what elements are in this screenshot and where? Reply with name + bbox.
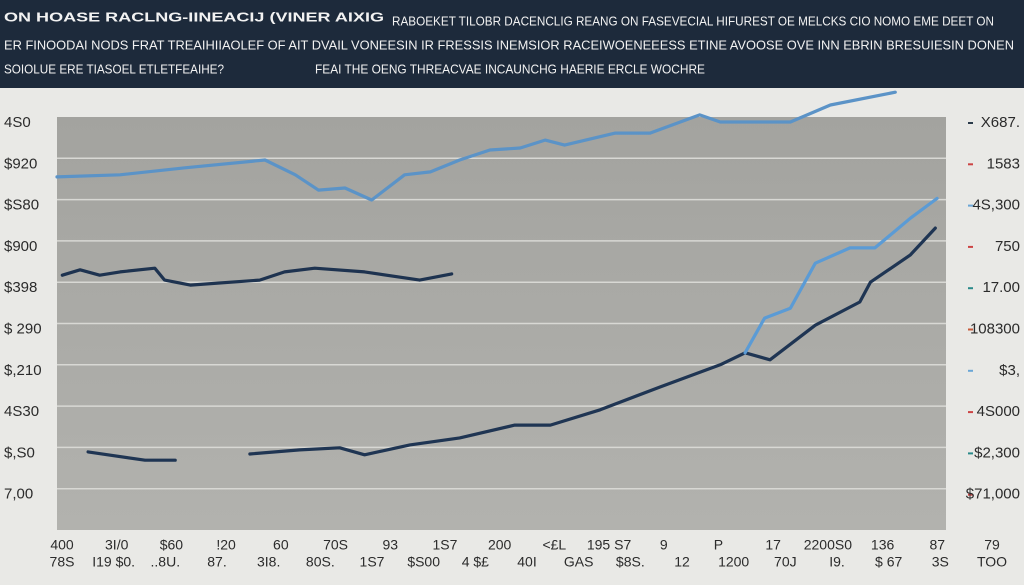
y2-tick-label: 108300 <box>970 320 1020 337</box>
series-line <box>86 226 937 462</box>
x-tick-label: 2200S0 <box>804 537 852 553</box>
y2-tick-label: $3, <box>999 362 1020 379</box>
y-tick-label: $398 <box>4 279 37 296</box>
header-text: SOIOLUE ERE TIASOEL ETLETFEAIHE? <box>4 61 224 76</box>
x-tick-label: 60 <box>273 537 289 553</box>
header-text: FEAI THE OENG THREACVAE INCAUNCHG HAERIE… <box>315 61 705 76</box>
chart-title: ON HOASE RACLNG-IINEACIJ (VINER AIXIG <box>4 9 384 24</box>
series-line <box>55 90 897 202</box>
x-tick-label: $S00 <box>407 554 440 570</box>
x-tick-label: 3I8. <box>257 554 280 570</box>
y2-tick-label: 4S000 <box>977 403 1020 420</box>
y-tick-label: $,210 <box>4 362 42 379</box>
x-tick-label: 4 $£ <box>462 554 489 570</box>
y2-tick-label: X687. <box>981 114 1020 131</box>
x-tick-label: !20 <box>216 537 236 553</box>
x-tick-label: 79 <box>984 537 1000 553</box>
y-tick-label: $,S0 <box>4 444 35 461</box>
x-tick-label: 136 <box>871 537 895 553</box>
series-line <box>60 266 454 287</box>
x-tick-label: GAS <box>564 554 594 570</box>
y-tick-label: $900 <box>4 238 37 255</box>
header-text: RABOEKET TILOBR DACENCLIG REANG ON FASEV… <box>392 13 994 28</box>
x-tick-label: 70J <box>774 554 797 570</box>
x-tick-label: $ 67 <box>875 554 902 570</box>
x-tick-label: 9 <box>660 537 668 553</box>
x-tick-label: 17 <box>765 537 781 553</box>
x-tick-label: 3S <box>932 554 949 570</box>
x-tick-label: TOO <box>977 554 1007 570</box>
x-tick-label: I9. <box>829 554 845 570</box>
x-tick-label: <£L <box>542 537 566 553</box>
x-tick-label: 200 <box>488 537 512 553</box>
y2-tick-label: $2,300 <box>974 444 1020 461</box>
y2-tick-label: 1583 <box>987 155 1020 172</box>
x-tick-label: 80S. <box>306 554 335 570</box>
x-tick-label: 12 <box>674 554 690 570</box>
x-tick-label: 93 <box>382 537 398 553</box>
x-tick-label: 195 S7 <box>587 537 632 553</box>
x-tick-label: 78S <box>50 554 75 570</box>
y-tick-label: 7,00 <box>4 486 33 503</box>
x-tick-label: $60 <box>160 537 184 553</box>
x-tick-label: P <box>714 537 723 553</box>
x-tick-label: 400 <box>50 537 74 553</box>
x-tick-label: 3I/0 <box>105 537 129 553</box>
y2-tick-label: 17.00 <box>982 279 1020 296</box>
y2-tick-label: 750 <box>995 238 1020 255</box>
y-tick-label: $920 <box>4 155 37 172</box>
x-tick-label: 87. <box>207 554 226 570</box>
x-tick-label: 1S7 <box>432 537 457 553</box>
y-tick-label: 4S0 <box>4 114 31 131</box>
x-tick-label: $8S. <box>616 554 645 570</box>
header-text: ER FINOODAI NODS FRAT TREAIHIIAOLEF OF A… <box>4 37 1014 52</box>
y2-tick-label: $71,000 <box>966 486 1020 503</box>
x-tick-label: I19 $0. <box>92 554 135 570</box>
x-tick-label: 1S7 <box>360 554 385 570</box>
y-tick-label: $ 290 <box>4 320 42 337</box>
x-tick-label: 40I <box>517 554 536 570</box>
x-tick-label: 87 <box>930 537 946 553</box>
y2-tick-label: 4S,300 <box>972 197 1020 214</box>
x-tick-label: ..8U. <box>151 554 181 570</box>
y-tick-label: 4S30 <box>4 403 39 420</box>
series-line <box>743 196 939 355</box>
x-tick-label: 1200 <box>718 554 749 570</box>
x-tick-label: 70S <box>323 537 348 553</box>
y-tick-label: $S80 <box>4 197 39 214</box>
header <box>0 0 1024 88</box>
